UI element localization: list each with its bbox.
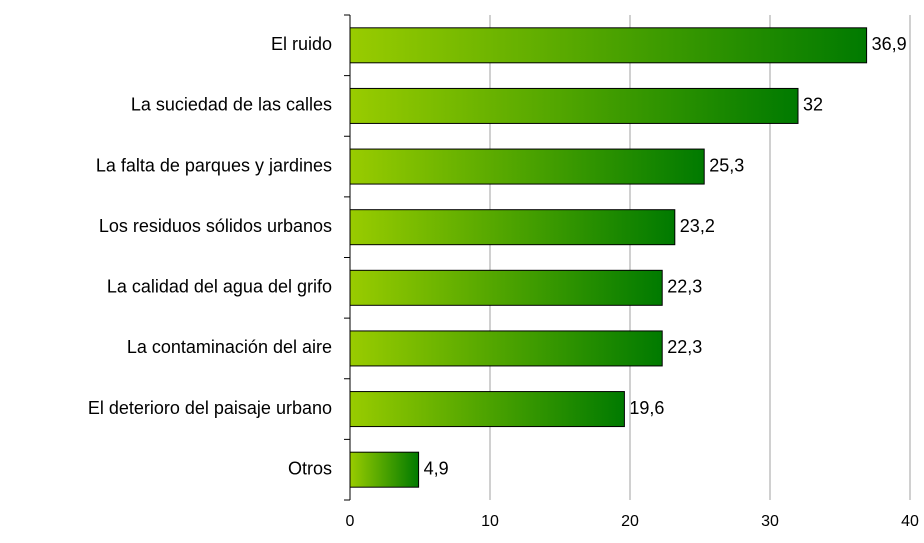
value-label: 23,2 bbox=[680, 216, 715, 236]
x-tick-label: 30 bbox=[761, 513, 779, 530]
value-label: 32 bbox=[803, 95, 823, 115]
bar bbox=[349, 87, 799, 124]
value-label: 22,3 bbox=[667, 277, 702, 297]
x-tick-label: 40 bbox=[901, 513, 919, 530]
bar bbox=[349, 330, 663, 367]
value-label: 36,9 bbox=[872, 34, 907, 54]
x-tick-label: 0 bbox=[346, 513, 355, 530]
y-tick-label: La suciedad de las calles bbox=[131, 95, 332, 115]
bar bbox=[349, 209, 676, 246]
y-tick-label: La contaminación del aire bbox=[127, 337, 332, 357]
y-tick-label: La falta de parques y jardines bbox=[96, 155, 332, 175]
bar bbox=[349, 27, 868, 64]
y-tick-label: Los residuos sólidos urbanos bbox=[99, 216, 332, 236]
y-tick-label: La calidad del agua del grifo bbox=[107, 277, 332, 297]
value-label: 22,3 bbox=[667, 337, 702, 357]
y-tick-label: Otros bbox=[288, 458, 332, 478]
value-label: 25,3 bbox=[709, 155, 744, 175]
value-label: 4,9 bbox=[424, 458, 449, 478]
y-tick-label: El ruido bbox=[271, 34, 332, 54]
bar bbox=[349, 451, 420, 488]
bar bbox=[349, 391, 625, 428]
x-tick-label: 20 bbox=[621, 513, 639, 530]
value-label: 19,6 bbox=[629, 398, 664, 418]
bar bbox=[349, 269, 663, 306]
bar bbox=[349, 148, 705, 185]
x-tick-label: 10 bbox=[481, 513, 499, 530]
y-tick-label: El deterioro del paisaje urbano bbox=[88, 398, 332, 418]
